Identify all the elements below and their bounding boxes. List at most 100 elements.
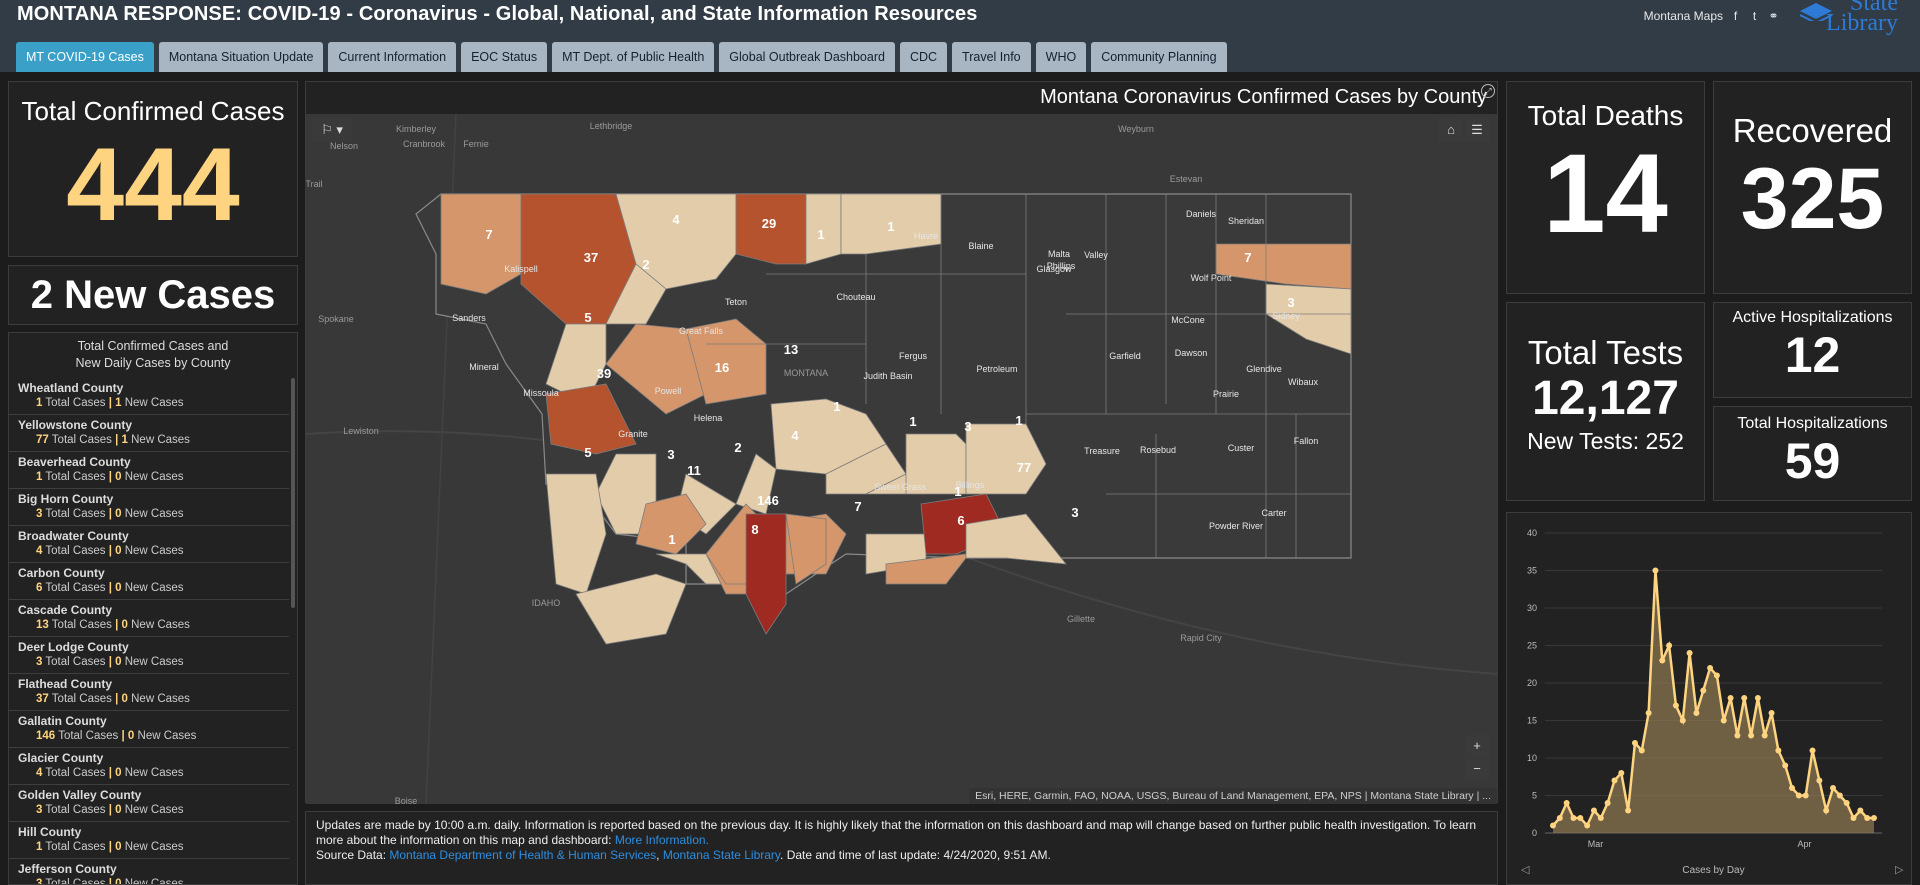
data-point[interactable] (1809, 747, 1816, 754)
data-point[interactable] (1693, 710, 1700, 716)
county-shape[interactable] (545, 383, 637, 455)
data-point[interactable] (1707, 665, 1714, 671)
data-point[interactable] (1775, 747, 1782, 754)
county-shape[interactable] (440, 193, 522, 295)
zoom-out-button[interactable]: − (1465, 758, 1489, 780)
tab-eoc-status[interactable]: EOC Status (461, 42, 548, 72)
data-point[interactable] (1713, 672, 1720, 679)
data-point[interactable] (1611, 777, 1618, 784)
list-item[interactable]: Broadwater County 4 Total Cases | 0 New C… (9, 526, 289, 563)
twitter-icon[interactable]: t (1752, 8, 1757, 23)
tab-global-outbreak-dashboard[interactable]: Global Outbreak Dashboard (719, 42, 895, 72)
tab-mt-covid-19-cases[interactable]: MT COVID-19 Cases (16, 42, 154, 72)
data-point[interactable] (1789, 785, 1796, 791)
data-point[interactable] (1672, 702, 1679, 709)
data-point[interactable] (1734, 732, 1741, 739)
data-point[interactable] (1686, 650, 1693, 656)
tab-current-information[interactable]: Current Information (328, 42, 457, 72)
zoom-in-button[interactable]: + (1465, 735, 1489, 757)
data-point[interactable] (1727, 695, 1734, 701)
county-shape[interactable] (735, 193, 807, 265)
list-item[interactable]: Carbon County 6 Total Cases | 0 New Cases (9, 563, 289, 600)
data-point[interactable] (1597, 815, 1604, 821)
county-map[interactable]: Kimberley Lethbridge Weyburn Nelson Cranbroo… (306, 114, 1497, 804)
data-point[interactable] (1864, 815, 1871, 821)
data-point[interactable] (1843, 800, 1850, 806)
data-point[interactable] (1570, 815, 1577, 821)
list-item[interactable]: Jefferson County 3 Total Cases | 0 New Ca… (9, 859, 289, 884)
data-point[interactable] (1577, 815, 1584, 821)
county-shape[interactable] (785, 513, 827, 585)
tab-montana-situation-update[interactable]: Montana Situation Update (158, 42, 324, 72)
msl-link[interactable]: Montana State Library (662, 848, 781, 862)
data-point[interactable] (1782, 762, 1789, 769)
data-point[interactable] (1666, 642, 1673, 649)
expand-icon[interactable]: ⤢ (1481, 84, 1495, 98)
county-shape[interactable] (545, 323, 607, 405)
tab-cdc[interactable]: CDC (899, 42, 948, 72)
data-point[interactable] (1584, 822, 1591, 829)
data-point[interactable] (1631, 740, 1638, 746)
county-shape[interactable] (545, 473, 607, 595)
data-point[interactable] (1645, 710, 1652, 716)
list-item[interactable]: Yellowstone County 77 Total Cases | 1 New… (9, 415, 289, 452)
county-shape[interactable] (965, 513, 1067, 565)
link-icon[interactable]: ⚭ (1768, 8, 1779, 23)
data-point[interactable] (1802, 792, 1809, 799)
more-information-link[interactable]: More Information. (614, 833, 709, 847)
data-point[interactable] (1816, 777, 1823, 784)
county-shape[interactable] (595, 453, 657, 535)
data-point[interactable] (1823, 807, 1830, 814)
scroll-left-icon[interactable]: ◁ (1521, 864, 1530, 876)
dphhs-link[interactable]: Montana Department of Health & Human Ser… (389, 848, 657, 862)
county-shape[interactable] (840, 193, 942, 255)
county-shape[interactable] (685, 318, 767, 405)
data-point[interactable] (1741, 695, 1748, 701)
data-point[interactable] (1857, 807, 1864, 814)
montana-maps-link[interactable]: Montana Maps (1643, 9, 1723, 23)
county-shape[interactable] (965, 423, 1047, 495)
tab-mt-dept-of-public-health[interactable]: MT Dept. of Public Health (552, 42, 715, 72)
county-shape[interactable] (605, 263, 667, 325)
data-point[interactable] (1563, 800, 1570, 806)
list-item[interactable]: Golden Valley County 3 Total Cases | 0 Ne… (9, 785, 289, 822)
data-point[interactable] (1836, 792, 1843, 799)
tab-community-planning[interactable]: Community Planning (1091, 42, 1227, 72)
county-shape[interactable] (575, 573, 687, 645)
data-point[interactable] (1761, 732, 1768, 739)
list-item[interactable]: Gallatin County 146 Total Cases | 0 New C… (9, 711, 289, 748)
data-point[interactable] (1700, 687, 1707, 694)
map-area[interactable]: Kimberley Lethbridge Weyburn Nelson Cranbroo… (306, 114, 1497, 804)
county-shape[interactable] (635, 493, 707, 555)
data-point[interactable] (1659, 657, 1666, 664)
data-point[interactable] (1556, 815, 1563, 821)
data-point[interactable] (1720, 717, 1727, 724)
data-point[interactable] (1625, 807, 1632, 814)
legend-icon[interactable]: ☰ (1465, 118, 1489, 142)
tab-who[interactable]: WHO (1035, 42, 1087, 72)
tab-travel-info[interactable]: Travel Info (952, 42, 1031, 72)
layer-dropdown[interactable]: ⚐ ▾ (312, 118, 352, 142)
data-point[interactable] (1748, 732, 1755, 739)
list-item[interactable]: Wheatland County 1 Total Cases | 1 New Ca… (9, 378, 289, 415)
state-library-logo[interactable]: State Library (1798, 0, 1898, 35)
list-item[interactable]: Cascade County 13 Total Cases | 0 New Cas… (9, 600, 289, 637)
scroll-right-icon[interactable]: ▷ (1895, 864, 1904, 876)
data-point[interactable] (1590, 807, 1597, 814)
list-item[interactable]: Hill County 1 Total Cases | 0 New Cases (9, 822, 289, 859)
data-point[interactable] (1871, 815, 1877, 821)
data-point[interactable] (1604, 800, 1611, 806)
list-item[interactable]: Beaverhead County 1 Total Cases | 0 New C… (9, 452, 289, 489)
data-point[interactable] (1830, 785, 1837, 791)
county-shape[interactable] (885, 553, 967, 585)
data-point[interactable] (1754, 695, 1761, 701)
data-point[interactable] (1850, 815, 1857, 821)
list-scrollbar[interactable] (291, 378, 295, 608)
home-icon[interactable]: ⌂ (1439, 118, 1463, 142)
data-point[interactable] (1795, 792, 1802, 799)
list-item[interactable]: Glacier County 4 Total Cases | 0 New Case… (9, 748, 289, 785)
county-shape[interactable] (745, 513, 787, 635)
data-point[interactable] (1638, 747, 1645, 754)
data-point[interactable] (1768, 710, 1775, 716)
list-item[interactable]: Flathead County 37 Total Cases | 0 New Ca… (9, 674, 289, 711)
